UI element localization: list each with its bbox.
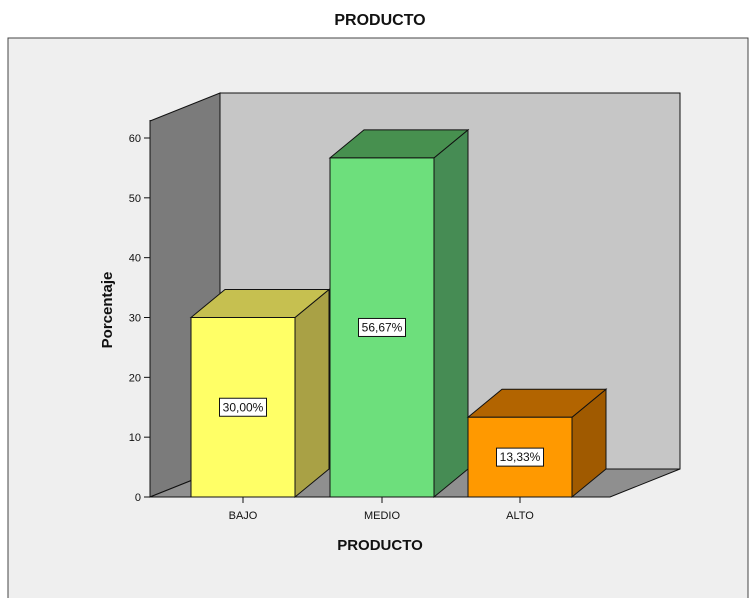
bar-bajo: 30,00% bbox=[189, 288, 331, 499]
y-tick-label: 10 bbox=[129, 432, 141, 444]
x-axis-categories: BAJO MEDIO ALTO bbox=[229, 497, 534, 522]
data-label-box bbox=[496, 447, 544, 467]
y-tick-label: 0 bbox=[135, 492, 141, 504]
x-tick-label: ALTO bbox=[506, 510, 534, 522]
bar-side-face bbox=[294, 288, 330, 499]
x-tick-label: MEDIO bbox=[364, 510, 401, 522]
data-label: 56,67% bbox=[362, 320, 403, 334]
data-label-box bbox=[358, 317, 406, 337]
y-axis-label: Porcentaje bbox=[99, 272, 116, 349]
bars: 30,00% 56,67% 13,33% bbox=[189, 128, 608, 499]
y-axis-ticks: 0 10 20 30 40 50 60 bbox=[129, 133, 150, 504]
chart-title: PRODUCTO bbox=[334, 12, 425, 29]
y-tick-label: 20 bbox=[129, 372, 141, 384]
bar-side-face bbox=[433, 128, 469, 499]
x-tick-label: BAJO bbox=[229, 510, 258, 522]
y-tick-label: 60 bbox=[129, 133, 141, 145]
x-axis-label: PRODUCTO bbox=[337, 537, 423, 554]
y-tick-label: 30 bbox=[129, 313, 141, 325]
bar-front-face bbox=[467, 416, 573, 498]
y-tick-label: 50 bbox=[129, 193, 141, 205]
bar-medio: 56,67% bbox=[328, 128, 470, 499]
bar-alto: 13,33% bbox=[466, 388, 608, 499]
data-label: 30,00% bbox=[223, 400, 264, 414]
y-tick-label: 40 bbox=[129, 253, 141, 265]
data-label-box bbox=[219, 397, 267, 417]
data-label: 13,33% bbox=[500, 450, 541, 464]
